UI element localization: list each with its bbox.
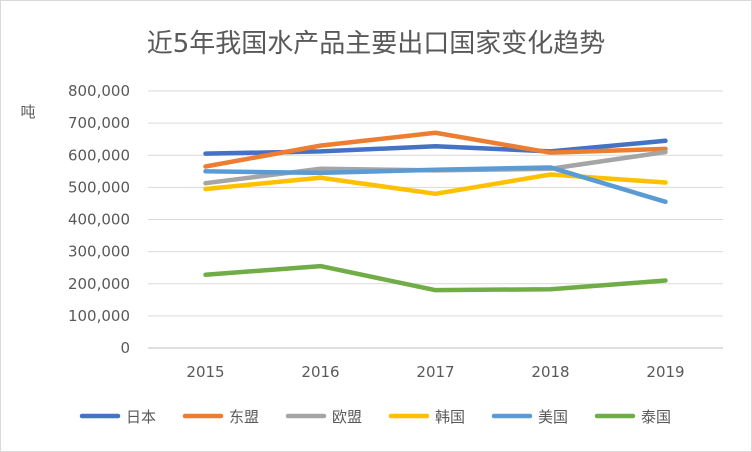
- x-tick-label: 2015: [186, 363, 224, 381]
- x-tick-label: 2017: [416, 363, 454, 381]
- gridlines: [148, 90, 723, 349]
- x-tick-label: 2019: [646, 363, 684, 381]
- y-tick-label: 100,000: [68, 307, 130, 325]
- series-line-韩国: [203, 172, 668, 197]
- legend-label: 美国: [538, 408, 568, 426]
- y-tick-label: 700,000: [68, 114, 130, 132]
- x-axis-ticks: 2015 2016 2017 2018 2019: [186, 363, 684, 381]
- legend-label: 韩国: [435, 408, 465, 426]
- series-line-东盟: [203, 130, 668, 169]
- y-tick-label: 800,000: [68, 82, 130, 100]
- legend-label: 日本: [126, 408, 156, 426]
- y-tick-label: 0: [120, 339, 130, 357]
- x-tick-label: 2016: [301, 363, 339, 381]
- y-tick-label: 200,000: [68, 275, 130, 293]
- series-line-泰国: [203, 263, 668, 293]
- legend-label: 泰国: [641, 408, 671, 426]
- y-tick-label: 600,000: [68, 146, 130, 164]
- series-lines: [203, 130, 668, 293]
- y-axis-ticks: 0 100,000 200,000 300,000 400,000 500,000 600,…: [68, 82, 130, 357]
- y-tick-label: 300,000: [68, 243, 130, 261]
- y-axis-label: 吨: [20, 103, 35, 121]
- y-tick-label: 500,000: [68, 178, 130, 196]
- x-tick-label: 2018: [531, 363, 569, 381]
- legend: 日本 东盟 欧盟 韩国 美国 泰国: [79, 408, 671, 426]
- legend-label: 欧盟: [332, 408, 362, 426]
- y-tick-label: 400,000: [68, 211, 130, 229]
- legend-label: 东盟: [229, 408, 259, 426]
- series-line-美国: [203, 165, 668, 205]
- chart-title: 近5年我国水产品主要出口国家变化趋势: [147, 29, 606, 59]
